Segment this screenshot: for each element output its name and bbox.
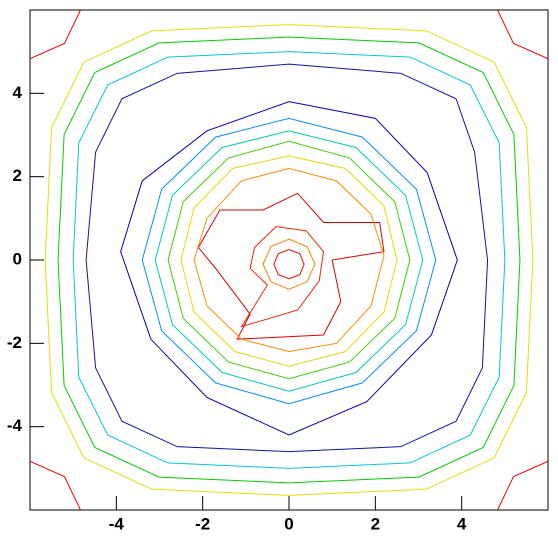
contour-line	[30, 10, 82, 60]
y-tick-label: -2	[7, 333, 22, 352]
contour-line	[197, 192, 385, 340]
contour-line	[154, 130, 424, 392]
x-tick-label: 4	[457, 514, 467, 533]
contour-line	[273, 249, 305, 280]
contour-line	[85, 63, 489, 453]
y-tick-label: 2	[13, 166, 22, 185]
x-tick-label: 2	[371, 514, 380, 533]
contour-line	[167, 140, 411, 380]
contour-line	[44, 24, 534, 496]
contour-line	[193, 167, 385, 353]
contour-line	[240, 226, 325, 328]
contour-line	[72, 51, 506, 469]
contour-line	[30, 460, 82, 510]
contour-line	[57, 36, 521, 484]
contour-line	[262, 238, 316, 290]
contour-line	[141, 117, 437, 405]
x-tick-label: 0	[284, 514, 293, 533]
y-tick-label: 4	[13, 83, 23, 102]
contour-line	[180, 155, 398, 367]
x-tick-label: -4	[109, 514, 125, 533]
contour-area	[30, 10, 548, 510]
contour-line	[496, 460, 548, 510]
contour-line	[120, 101, 458, 436]
x-tick-label: -2	[195, 514, 210, 533]
contour-line	[496, 10, 548, 60]
y-tick-label: 0	[13, 249, 22, 268]
y-tick-label: -4	[7, 416, 23, 435]
